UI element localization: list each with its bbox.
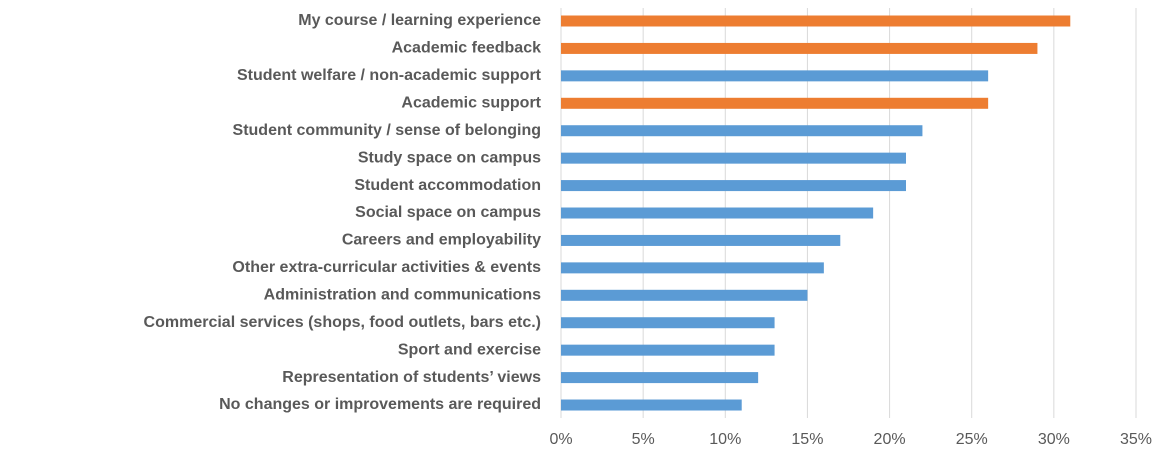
bar: [561, 15, 1071, 27]
bar: [561, 42, 1038, 54]
category-label: Academic feedback: [392, 40, 542, 57]
bar: [561, 317, 775, 329]
category-label: Student accommodation: [354, 177, 541, 194]
category-label: Sport and exercise: [398, 341, 541, 358]
category-label: Study space on campus: [358, 149, 541, 166]
bar: [561, 399, 742, 411]
bar: [561, 125, 923, 137]
category-label: Other extra-curricular activities & even…: [232, 259, 541, 276]
category-label: Careers and employability: [342, 232, 541, 249]
category-label: No changes or improvements are required: [219, 396, 541, 413]
x-tick-label: 10%: [709, 431, 741, 448]
bar: [561, 180, 906, 192]
bar: [561, 289, 808, 301]
bar: [561, 152, 906, 164]
bar: [561, 344, 775, 356]
category-label: Commercial services (shops, food outlets…: [144, 314, 541, 331]
category-label: Administration and communications: [264, 287, 541, 304]
category-label: Student welfare / non-academic support: [237, 67, 542, 84]
x-tick-label: 35%: [1120, 431, 1152, 448]
category-label: My course / learning experience: [298, 12, 541, 29]
category-label: Academic support: [401, 95, 541, 112]
category-label: Social space on campus: [355, 204, 541, 221]
x-tick-label: 15%: [791, 431, 823, 448]
x-tick-label: 0%: [549, 431, 572, 448]
x-tick-label: 30%: [1038, 431, 1070, 448]
category-label: Student community / sense of belonging: [233, 122, 541, 139]
x-tick-label: 5%: [632, 431, 655, 448]
bar: [561, 234, 841, 246]
bar: [561, 70, 989, 82]
bar: [561, 207, 874, 219]
bar: [561, 372, 759, 384]
bar: [561, 262, 824, 274]
x-tick-label: 20%: [874, 431, 906, 448]
bar: [561, 97, 989, 109]
x-tick-label: 25%: [956, 431, 988, 448]
category-label: Representation of students’ views: [282, 369, 541, 386]
